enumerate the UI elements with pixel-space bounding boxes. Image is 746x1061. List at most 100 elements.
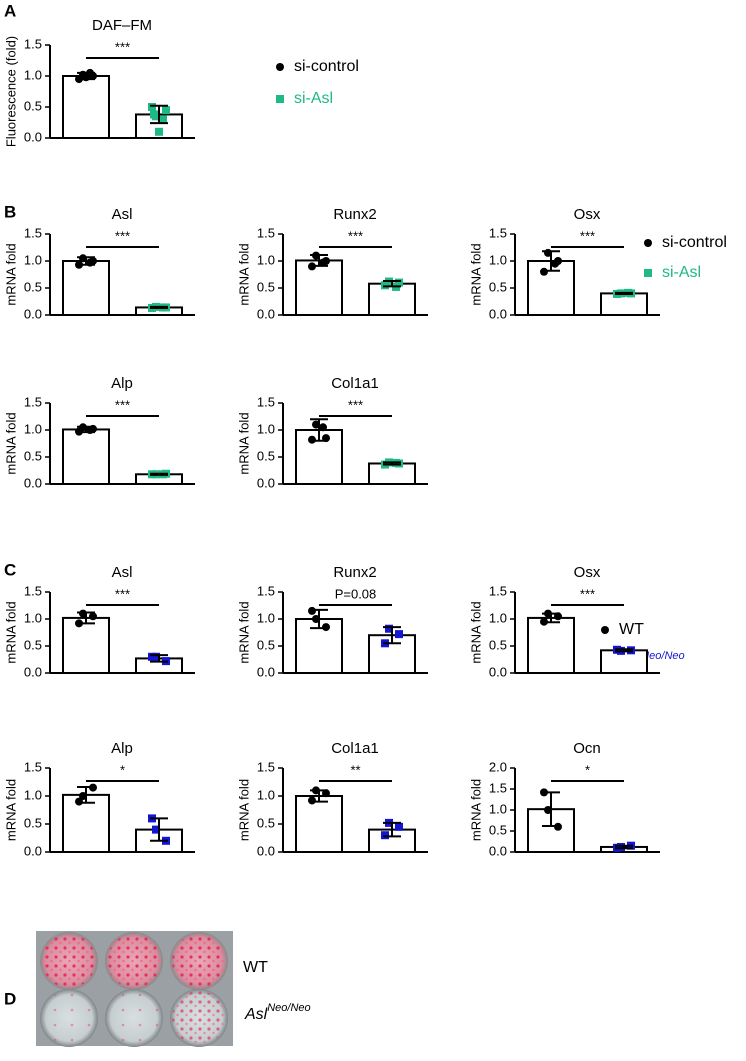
y-axis-label: mRNA fold: [236, 601, 251, 663]
data-point: [159, 115, 167, 124]
chart-title: Asl: [112, 206, 133, 223]
photo-label: AslNeo/Neo: [244, 1002, 311, 1023]
error-bar: [150, 817, 168, 842]
y-axis-label: mRNA fold: [3, 779, 18, 841]
bar: [62, 616, 110, 674]
data-point: [395, 630, 403, 639]
y-tick-label: 0.5: [24, 448, 42, 463]
legend-label-superscript: Neo/Neo: [641, 650, 684, 662]
data-point: [162, 106, 170, 115]
legend-marker: [601, 626, 609, 634]
y-tick-label: 1.5: [24, 225, 42, 240]
data-point: [381, 831, 389, 840]
data-point: [395, 278, 403, 287]
y-tick-label: 1.5: [257, 225, 275, 240]
y-axis-label: mRNA fold: [468, 601, 483, 663]
error-bar: [77, 256, 95, 266]
significance-label: *: [120, 762, 125, 777]
data-point: [319, 258, 327, 267]
error-bar: [542, 612, 560, 624]
chart-title: Osx: [574, 564, 601, 581]
data-point: [540, 267, 548, 276]
y-tick-label: 1.5: [257, 759, 275, 774]
significance-label: *: [585, 762, 590, 777]
significance-label: P=0.08: [335, 586, 377, 601]
y-tick-label: 1.5: [257, 583, 275, 598]
chart-title: Runx2: [333, 206, 376, 223]
error-bar: [77, 71, 95, 81]
error-bar: [150, 104, 168, 125]
error-bar: [615, 291, 633, 295]
photo-label-superscript: Neo/Neo: [267, 1002, 310, 1014]
error-bar: [150, 654, 168, 663]
y-tick-label: 0.5: [489, 822, 507, 837]
bar: [62, 260, 110, 316]
y-tick-label: 1.0: [257, 252, 275, 267]
y-tick-label: 0.5: [24, 279, 42, 294]
data-point: [308, 796, 316, 805]
legend-label-text: si-control: [662, 234, 727, 251]
bar: [527, 616, 575, 674]
y-axis-label: mRNA fold: [3, 601, 18, 663]
error-bar: [77, 425, 95, 434]
photo-label-text: Asl: [244, 1006, 268, 1023]
significance-label: **: [350, 762, 360, 777]
y-tick-label: 0.5: [257, 815, 275, 830]
y-tick-label: 1.5: [489, 780, 507, 795]
y-axis-label: mRNA fold: [468, 243, 483, 305]
y-tick-label: 0.0: [24, 129, 42, 144]
y-tick-label: 0.0: [24, 843, 42, 858]
y-tick-label: 1.0: [257, 610, 275, 625]
error-bar: [542, 250, 560, 272]
data-point: [385, 624, 393, 633]
y-tick-label: 1.0: [257, 787, 275, 802]
significance-label: ***: [580, 586, 595, 601]
error-bar: [615, 648, 633, 653]
significance-label: ***: [348, 397, 363, 412]
data-point: [308, 606, 316, 615]
chart-title: Asl: [112, 564, 133, 581]
error-bar: [383, 279, 401, 288]
bar: [62, 793, 110, 854]
y-tick-label: 0.0: [257, 306, 275, 321]
y-axis-label: mRNA fold: [236, 779, 251, 841]
significance-label: ***: [115, 228, 130, 243]
y-tick-label: 1.5: [489, 225, 507, 240]
error-bar: [383, 626, 401, 645]
y-tick-label: 1.5: [24, 583, 42, 598]
data-point: [150, 110, 158, 119]
error-bar: [542, 791, 560, 827]
legend-label: si-control: [662, 234, 727, 251]
y-axis-label: mRNA fold: [236, 412, 251, 474]
error-bar: [77, 786, 95, 804]
data-point: [617, 842, 625, 851]
legend-label-text: si-control: [294, 58, 359, 75]
legend-label-text: WT: [619, 621, 644, 638]
y-axis-label: mRNA fold: [468, 779, 483, 841]
chart-title: Alp: [111, 740, 133, 757]
legend-marker: [276, 63, 284, 71]
y-tick-label: 0.5: [489, 279, 507, 294]
chart-title: Col1a1: [331, 375, 379, 392]
error-bar: [310, 254, 328, 267]
significance-label: ***: [348, 228, 363, 243]
legend-label: si-Asl: [294, 90, 333, 107]
y-tick-label: 1.5: [489, 583, 507, 598]
legend-marker: [644, 239, 652, 247]
data-point: [152, 652, 160, 661]
y-tick-label: 1.5: [257, 394, 275, 409]
photo-label-text: WT: [243, 959, 268, 976]
error-bar: [310, 608, 328, 630]
chart-title: Alp: [111, 375, 133, 392]
y-tick-label: 1.0: [489, 610, 507, 625]
legend-label: WT: [619, 621, 644, 638]
y-tick-label: 1.5: [24, 36, 42, 51]
data-point: [89, 612, 97, 621]
legend-label-text: si-Asl: [662, 264, 701, 281]
y-tick-label: 0.0: [24, 306, 42, 321]
chart-title: Osx: [574, 206, 601, 223]
y-axis-label: mRNA fold: [3, 243, 18, 305]
y-tick-label: 0.0: [257, 475, 275, 490]
error-bar: [150, 472, 168, 476]
panel-label: D: [4, 989, 16, 1008]
